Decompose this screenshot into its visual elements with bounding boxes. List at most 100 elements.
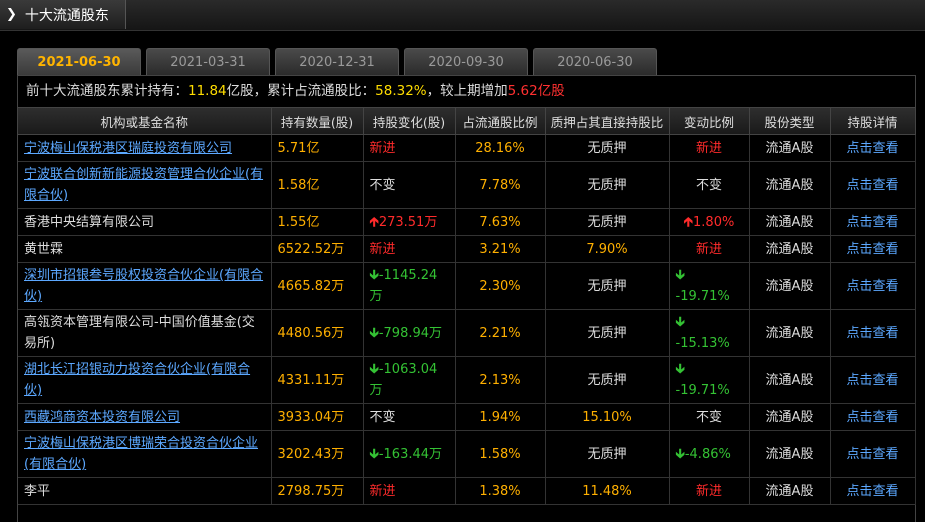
shareholder-name[interactable]: 宁波梅山保税港区博瑞荣合投资合伙企业(有限合伙) (18, 430, 272, 478)
shareholder-name-text[interactable]: 宁波梅山保税港区博瑞荣合投资合伙企业(有限合伙) (24, 436, 259, 472)
table-row: 香港中央结算有限公司 1.55亿 🡱273.51万 7.63% 无质押 🡱1.80% 流通A… (18, 208, 916, 236)
change-value: -1145.24万 (369, 268, 438, 304)
ratio-cell: 🡳 -15.13% (669, 309, 750, 357)
arrow-down-icon: 🡳 (675, 268, 685, 283)
change-cell: 新进 (363, 235, 456, 263)
pledge-cell: 无质押 (545, 208, 670, 236)
share-type-cell: 流通A股 (749, 356, 831, 404)
table-row: 宁波梅山保税港区瑞庭投资有限公司 5.71亿 新进 28.16% 无质押 新进 流通A股 点击… (18, 134, 916, 162)
tab-period-1[interactable]: 2021-03-31 (146, 48, 270, 75)
table-row: 黄世霖 6522.52万 新进 3.21% 7.90% 新进 流通A股 点击查看 (18, 235, 916, 263)
shareholder-name-text[interactable]: 西藏鸿商资本投资有限公司 (24, 409, 181, 425)
shareholder-name[interactable]: 宁波梅山保税港区瑞庭投资有限公司 (18, 134, 272, 162)
change-value: 273.51万 (378, 214, 438, 230)
change-cell: 🡳-163.44万 (363, 430, 456, 478)
shareholder-name-text[interactable]: 湖北长江招银动力投资合伙企业(有限合伙) (24, 362, 251, 398)
ratio-value: -15.13% (675, 336, 730, 351)
view-detail-link[interactable]: 点击查看 (830, 134, 916, 162)
table-row: 西藏鸿商资本投资有限公司 3933.04万 不变 1.94% 15.10% 不变 流通A股点… (18, 403, 916, 431)
shareholders-panel: 前十大流通股东累计持有：11.84亿股，累计占流通股比：58.32%，较上期增加… (17, 75, 916, 522)
change-cell: 不变 (363, 403, 456, 431)
ratio-cell: 不变 (669, 403, 750, 431)
holding-cell: 3933.04万 (271, 403, 364, 431)
change-value: 新进 (369, 483, 396, 499)
table-row: 宁波梅山保税港区博瑞荣合投资合伙企业(有限合伙) 3202.43万 🡳-163.44… (18, 430, 916, 478)
tab-period-4[interactable]: 2020-06-30 (533, 48, 657, 75)
holding-cell: 4665.82万 (271, 262, 364, 310)
pct-cell: 28.16% (455, 134, 546, 162)
holding-cell: 4480.56万 (271, 309, 364, 357)
arrow-down-icon: 🡳 (675, 315, 685, 330)
arrow-down-icon: 🡳 (369, 362, 379, 377)
arrow-up-icon: 🡱 (683, 214, 694, 230)
pct-cell: 7.63% (455, 208, 546, 236)
change-value: 不变 (369, 409, 396, 425)
change-cell: 🡱273.51万 (363, 208, 456, 236)
ratio-value: 新进 (695, 140, 722, 156)
arrow-down-icon: 🡳 (369, 446, 379, 462)
arrow-down-icon: 🡳 (675, 362, 685, 377)
section-title-tab[interactable]: ❯ 十大流通股东 (0, 0, 126, 29)
change-value: -1063.04万 (369, 362, 438, 398)
ratio-value: 1.80% (693, 214, 735, 230)
shareholder-name: 香港中央结算有限公司 (18, 208, 272, 236)
pledge-cell: 无质押 (545, 161, 670, 209)
shareholder-name[interactable]: 湖北长江招银动力投资合伙企业(有限合伙) (18, 356, 272, 404)
share-type-cell: 流通A股 (749, 134, 831, 162)
col-header-detail: 持股详情 (830, 108, 916, 135)
view-detail-link[interactable]: 点击查看 (830, 208, 916, 236)
table-row: 高瓴资本管理有限公司-中国价值基金(交易所) 4480.56万 🡳-798.94万 2… (18, 309, 916, 357)
shareholder-name: 高瓴资本管理有限公司-中国价值基金(交易所) (18, 309, 272, 357)
shareholder-name-text[interactable]: 宁波梅山保税港区瑞庭投资有限公司 (24, 140, 233, 156)
chevron-right-icon: ❯ (6, 7, 17, 22)
change-cell: 新进 (363, 477, 456, 505)
view-detail-link[interactable]: 点击查看 (830, 262, 916, 310)
ratio-value: -19.71% (675, 289, 730, 304)
pledge-cell: 7.90% (545, 235, 670, 263)
holding-cell: 1.58亿 (271, 161, 364, 209)
view-detail-link[interactable]: 点击查看 (830, 430, 916, 478)
view-detail-link[interactable]: 点击查看 (830, 356, 916, 404)
pledge-cell: 无质押 (545, 262, 670, 310)
share-type-cell: 流通A股 (749, 309, 831, 357)
pledge-cell: 11.48% (545, 477, 670, 505)
pct-cell: 7.78% (455, 161, 546, 209)
view-detail-link[interactable]: 点击查看 (830, 235, 916, 263)
view-detail-link[interactable]: 点击查看 (830, 309, 916, 357)
arrow-down-icon: 🡳 (369, 268, 379, 283)
table-row: 深圳市招银叁号股权投资合伙企业(有限合伙) 4665.82万 🡳-1145.24万 2… (18, 262, 916, 310)
col-header-pct: 占流通股比例 (455, 108, 546, 135)
arrow-up-icon: 🡱 (369, 214, 379, 230)
ratio-value: 不变 (695, 177, 722, 193)
tab-period-0[interactable]: 2021-06-30 (17, 48, 141, 75)
shareholder-name[interactable]: 深圳市招银叁号股权投资合伙企业(有限合伙) (18, 262, 272, 310)
shareholder-name-text: 高瓴资本管理有限公司-中国价值基金(交易所) (24, 315, 255, 351)
change-value: -163.44万 (378, 446, 443, 462)
ratio-value: 新进 (695, 241, 722, 257)
tab-period-2[interactable]: 2020-12-31 (275, 48, 399, 75)
table-row: 李平 2798.75万 新进 1.38% 11.48% 新进 流通A股 点击查看 (18, 477, 916, 505)
ratio-cell: 🡳 -19.71% (669, 262, 750, 310)
shareholder-name-text: 香港中央结算有限公司 (24, 214, 155, 230)
ratio-value: 不变 (695, 409, 722, 425)
pct-cell: 3.21% (455, 235, 546, 263)
holding-cell: 5.71亿 (271, 134, 364, 162)
view-detail-link[interactable]: 点击查看 (830, 161, 916, 209)
col-header-type: 股份类型 (749, 108, 831, 135)
view-detail-link[interactable]: 点击查看 (830, 403, 916, 431)
shareholder-name-text[interactable]: 宁波联合创新新能源投资管理合伙企业(有限合伙) (24, 167, 264, 203)
tab-period-3[interactable]: 2020-09-30 (404, 48, 528, 75)
change-value: 新进 (369, 140, 396, 156)
change-cell: 不变 (363, 161, 456, 209)
pct-cell: 2.30% (455, 262, 546, 310)
view-detail-link[interactable]: 点击查看 (830, 477, 916, 505)
summary-prefix: 前十大流通股东累计持有： (26, 83, 188, 99)
shareholder-name[interactable]: 宁波联合创新新能源投资管理合伙企业(有限合伙) (18, 161, 272, 209)
shareholder-name-text[interactable]: 深圳市招银叁号股权投资合伙企业(有限合伙) (24, 268, 264, 304)
table-row: 湖北长江招银动力投资合伙企业(有限合伙) 4331.11万 🡳-1063.04万 2.… (18, 356, 916, 404)
pledge-cell: 15.10% (545, 403, 670, 431)
summary-line: 前十大流通股东累计持有：11.84亿股，累计占流通股比：58.32%，较上期增加… (18, 76, 915, 108)
holding-cell: 1.55亿 (271, 208, 364, 236)
share-type-cell: 流通A股 (749, 430, 831, 478)
shareholder-name[interactable]: 西藏鸿商资本投资有限公司 (18, 403, 272, 431)
